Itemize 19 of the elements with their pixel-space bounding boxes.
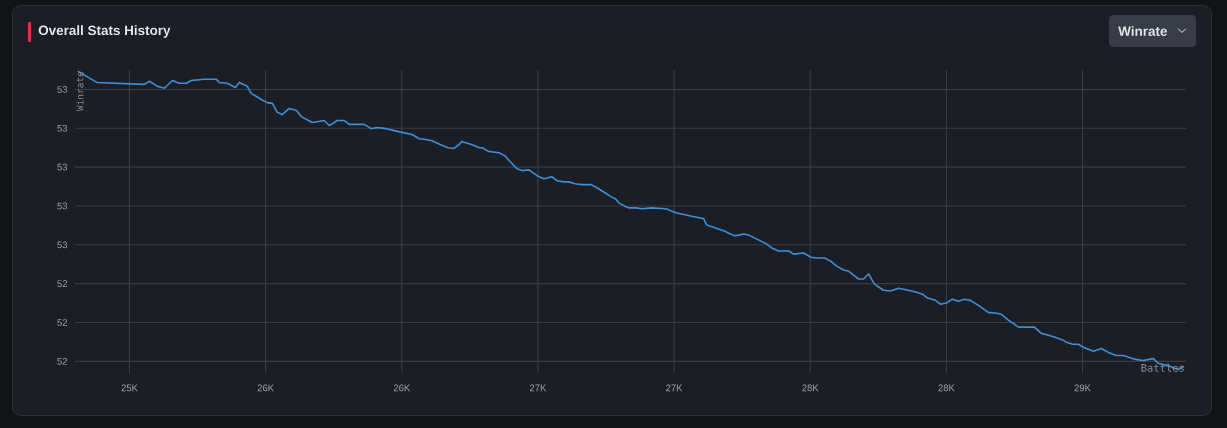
- y-tick-label: 53: [57, 241, 68, 249]
- x-tick-label: 26K: [257, 384, 274, 392]
- y-tick-label: 53: [57, 202, 68, 210]
- x-tick-label: 29K: [1074, 384, 1091, 392]
- x-tick-label: 27K: [666, 384, 683, 392]
- y-tick-label: 53: [57, 86, 68, 93]
- y-tick-label: 53: [57, 163, 68, 171]
- x-tick-label: 25K: [121, 384, 138, 392]
- y-tick-label: 52: [57, 357, 68, 365]
- x-tick-label: 28K: [938, 384, 955, 392]
- y-axis-title: Winrate: [76, 71, 84, 112]
- text: Winrate: [1118, 26, 1167, 36]
- y-tick-label: 52: [57, 280, 68, 288]
- x-tick-label: 26K: [393, 384, 411, 392]
- y-tick-label: 53: [57, 124, 68, 132]
- x-tick-label: 27K: [529, 384, 547, 392]
- chart-title: Overall Stats History: [38, 25, 171, 38]
- y-tick-label: 52: [57, 319, 68, 326]
- x-tick-label: 28K: [802, 384, 819, 392]
